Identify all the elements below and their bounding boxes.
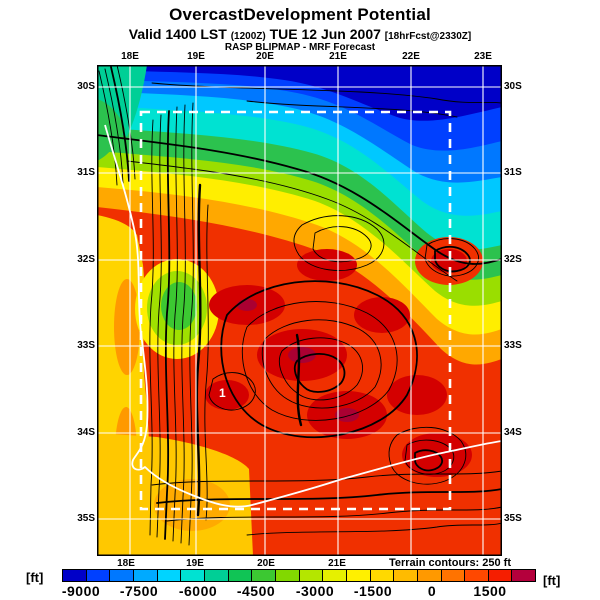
colorbar-tick: 1500 <box>473 583 507 599</box>
lat-label-right: 35S <box>504 513 522 524</box>
valid-time-line: Valid 1400 LST (1200Z) TUE 12 Jun 2007 [… <box>0 26 600 42</box>
colorbar-cell <box>393 570 417 581</box>
colorbar-cell <box>487 570 512 581</box>
colorbar <box>62 569 536 582</box>
lon-label-top: 20E <box>256 51 274 62</box>
colorbar-cell <box>63 570 86 581</box>
lat-label-right: 34S <box>504 427 522 438</box>
colorbar-cell <box>156 570 181 581</box>
valid-prefix: Valid 1400 LST <box>128 26 227 42</box>
lon-label-top: 18E <box>121 51 139 62</box>
colorbar-cell <box>464 570 488 581</box>
colorbar-tick: -6000 <box>178 583 218 599</box>
colorbar-cell <box>180 570 204 581</box>
colorbar-cell <box>203 570 228 581</box>
colorbar-cell <box>511 570 536 581</box>
lat-label-right: 32S <box>504 254 522 265</box>
colorbar-cell <box>85 570 110 581</box>
colorbar-cell <box>298 570 323 581</box>
lon-label-top: 22E <box>402 51 420 62</box>
lat-label-left: 32S <box>77 254 95 265</box>
colorbar-tick: 0 <box>427 583 437 599</box>
colorbar-cell <box>440 570 465 581</box>
valid-date: TUE 12 Jun 2007 <box>269 26 381 42</box>
valid-issue-time: (1200Z) <box>230 31 266 42</box>
colorbar-tick: -1500 <box>353 583 393 599</box>
colorbar-cell <box>416 570 441 581</box>
lat-label-right: 33S <box>504 340 522 351</box>
lat-label-left: 33S <box>77 340 95 351</box>
coastline <box>104 124 502 508</box>
lon-label-bottom: 19E <box>186 558 204 569</box>
model-line: RASP BLIPMAP - MRF Forecast <box>224 42 376 53</box>
lon-label-bottom: 18E <box>117 558 135 569</box>
colorbar-tick: -9000 <box>61 583 101 599</box>
valid-forecast-offset: [18hrFcst@2330Z] <box>384 31 472 42</box>
site-marker: 1 <box>219 386 226 400</box>
colorbar-unit-right: [ft] <box>543 573 561 588</box>
lat-label-left: 30S <box>77 81 95 92</box>
colorbar-unit-left: [ft] <box>26 570 44 585</box>
lon-label-top: 23E <box>474 51 492 62</box>
colorbar-cell <box>322 570 346 581</box>
lat-label-left: 34S <box>77 427 95 438</box>
page-title: OvercastDevelopment Potential <box>169 5 431 24</box>
lat-label-right: 30S <box>504 81 522 92</box>
colorbar-cell <box>109 570 133 581</box>
colorbar-cell <box>227 570 252 581</box>
terrain-contours-note: Terrain contours: 250 ft <box>388 557 512 569</box>
colorbar-cell <box>274 570 299 581</box>
lon-label-top: 19E <box>187 51 205 62</box>
colorbar-tick: -4500 <box>236 583 276 599</box>
lon-label-top: 21E <box>329 51 347 62</box>
forecast-map: 1 <box>97 65 502 556</box>
lat-label-left: 35S <box>77 513 95 524</box>
colorbar-tick: -7500 <box>119 583 159 599</box>
colorbar-cell <box>251 570 275 581</box>
colorbar-tick: -3000 <box>295 583 335 599</box>
map-canvas: 1 <box>97 65 502 556</box>
lat-label-right: 31S <box>504 167 522 178</box>
lon-label-bottom: 21E <box>328 558 346 569</box>
lat-label-left: 31S <box>77 167 95 178</box>
colorbar-cell <box>345 570 370 581</box>
colorbar-cell <box>369 570 394 581</box>
lon-label-bottom: 20E <box>257 558 275 569</box>
colorbar-cell <box>132 570 157 581</box>
